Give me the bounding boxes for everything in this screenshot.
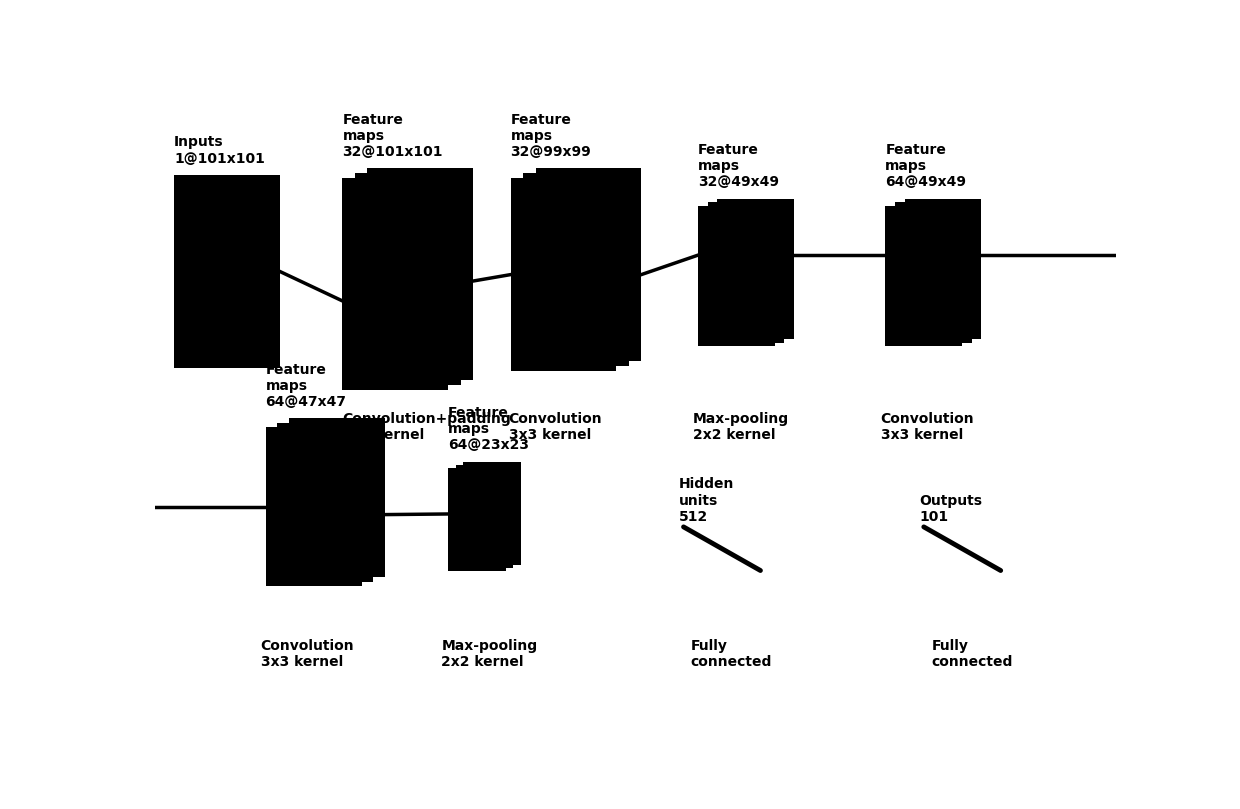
Text: Feature
maps
32@101x101: Feature maps 32@101x101 <box>342 112 443 159</box>
Bar <box>536 168 641 362</box>
Text: Feature
maps
32@99x99: Feature maps 32@99x99 <box>511 112 591 159</box>
Bar <box>289 418 384 577</box>
Bar <box>905 199 982 339</box>
Text: Fully
connected: Fully connected <box>931 639 1013 669</box>
Bar <box>523 173 629 366</box>
Bar <box>895 202 972 342</box>
Bar <box>367 168 474 380</box>
Text: Feature
maps
64@23x23: Feature maps 64@23x23 <box>448 406 529 452</box>
Bar <box>717 199 794 339</box>
Bar <box>708 202 785 342</box>
Bar <box>698 206 775 346</box>
Text: Convolution
3x3 kernel: Convolution 3x3 kernel <box>260 639 355 669</box>
Bar <box>511 178 616 371</box>
Bar <box>464 462 521 565</box>
Bar <box>355 173 460 385</box>
Text: Feature
maps
32@49x49: Feature maps 32@49x49 <box>698 143 779 189</box>
Bar <box>342 178 448 390</box>
Text: Max-pooling
2x2 kernel: Max-pooling 2x2 kernel <box>441 639 537 669</box>
Text: Outputs
101: Outputs 101 <box>919 493 982 523</box>
Text: Convolution
3x3 kernel: Convolution 3x3 kernel <box>880 412 975 442</box>
Text: Fully
connected: Fully connected <box>691 639 771 669</box>
Bar <box>174 175 280 368</box>
Bar <box>885 206 962 346</box>
Text: Convolution+padding
3x3 kernel: Convolution+padding 3x3 kernel <box>342 412 511 442</box>
Bar <box>456 464 513 568</box>
Text: Feature
maps
64@47x47: Feature maps 64@47x47 <box>265 362 346 409</box>
Text: Feature
maps
64@49x49: Feature maps 64@49x49 <box>885 143 966 189</box>
Text: Convolution
3x3 kernel: Convolution 3x3 kernel <box>508 412 603 442</box>
Bar <box>448 468 506 570</box>
Bar <box>277 423 373 582</box>
Text: Hidden
units
512: Hidden units 512 <box>678 477 734 523</box>
Text: Max-pooling
2x2 kernel: Max-pooling 2x2 kernel <box>693 412 790 442</box>
Text: Inputs
1@101x101: Inputs 1@101x101 <box>174 135 265 166</box>
Bar <box>265 427 362 586</box>
